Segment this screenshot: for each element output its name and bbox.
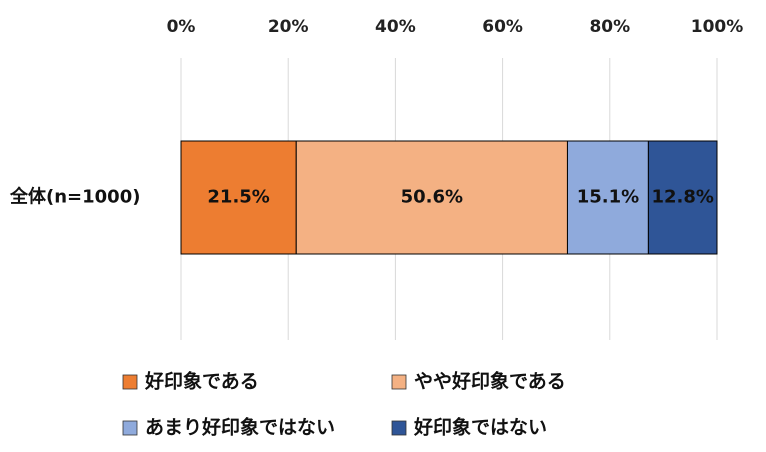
- category-label: 全体(n=1000): [9, 186, 140, 208]
- x-tick-label-80: 80%: [589, 17, 630, 37]
- x-tick-label-0: 0%: [167, 17, 196, 37]
- legend-swatch-4: [391, 420, 407, 436]
- legend-label-1: 好印象である: [144, 370, 259, 393]
- data-label-3: 15.1%: [577, 187, 639, 208]
- data-label-2: 50.6%: [401, 187, 463, 208]
- data-label-4: 12.8%: [651, 187, 713, 208]
- x-axis-tick-labels: 0% 20% 40% 60% 80% 100%: [167, 17, 744, 37]
- x-tick-label-60: 60%: [482, 17, 523, 37]
- legend-swatch-3: [122, 420, 138, 436]
- bar-segment-4: [647, 140, 718, 255]
- x-tick-label-40: 40%: [375, 17, 416, 37]
- legend-swatch-2: [391, 374, 407, 390]
- x-tick-label-100: 100%: [691, 17, 744, 37]
- x-tick-label-20: 20%: [268, 17, 309, 37]
- legend-label-3: あまり好印象ではない: [145, 416, 335, 439]
- bars: [180, 140, 718, 255]
- data-labels: 21.5% 50.6% 15.1% 12.8%: [207, 187, 714, 208]
- legend-label-4: 好印象ではない: [413, 416, 547, 439]
- bar-segment-1: [180, 140, 297, 255]
- legend-label-2: やや好印象である: [414, 370, 566, 393]
- data-label-1: 21.5%: [207, 187, 269, 208]
- legend-swatch-1: [122, 374, 138, 390]
- category-labels: 全体(n=1000): [9, 186, 140, 208]
